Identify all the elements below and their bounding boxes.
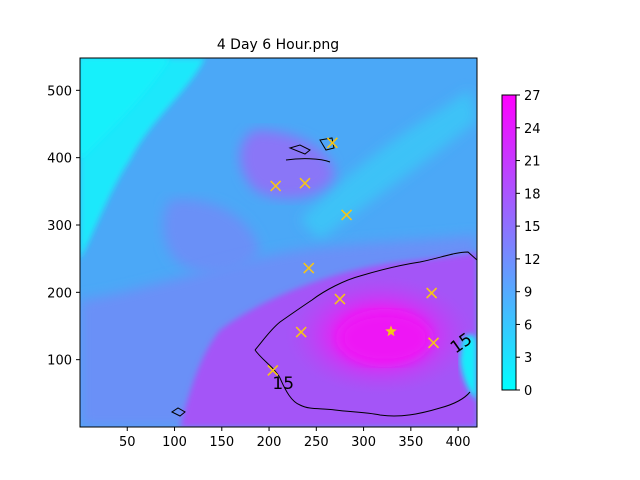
colorbar-gradient — [501, 94, 517, 391]
x-marker-stroke — [303, 262, 315, 274]
x-marker — [427, 337, 440, 349]
colorbar-tick-label: 15 — [524, 220, 541, 235]
star-marker — [385, 325, 397, 337]
colorbar-tick-label: 24 — [524, 122, 541, 137]
x-marker — [326, 137, 338, 149]
colorbar-tick-label: 6 — [524, 318, 532, 333]
x-axis: 50 100 150 200 250 300 350 400 — [119, 427, 471, 450]
x-tick-label: 300 — [351, 435, 376, 450]
colorbar-tick-label: 0 — [524, 384, 532, 399]
x-marker-stroke — [267, 364, 279, 377]
colorbar-tick-label: 12 — [524, 253, 541, 268]
coastline-contours — [171, 137, 477, 417]
colorbar-tick-label: 21 — [524, 155, 541, 170]
chart-title: 4 Day 6 Hour.png — [217, 37, 339, 53]
x-marker — [303, 262, 315, 274]
y-tick-label: 100 — [47, 354, 72, 369]
y-tick-label: 300 — [47, 219, 72, 234]
contour-label: 15 — [272, 374, 294, 394]
x-marker-stroke — [326, 137, 338, 149]
x-marker — [426, 287, 438, 299]
colorbar-tick-label: 18 — [524, 187, 541, 202]
x-marker — [267, 364, 279, 377]
colorbar-tick-label: 9 — [524, 286, 532, 301]
x-marker-stroke — [426, 287, 438, 299]
x-tick-label: 350 — [398, 435, 423, 450]
x-marker-stroke — [295, 326, 307, 338]
x-marker-stroke — [334, 293, 346, 305]
colorbar-tick-label: 27 — [524, 89, 541, 104]
x-marker — [299, 177, 311, 189]
colorbar-ticks: 0 3 6 9 12 15 18 21 24 27 — [516, 89, 541, 399]
x-tick-label: 150 — [209, 435, 234, 450]
x-marker-stroke — [427, 337, 440, 349]
plot-frame — [79, 57, 478, 428]
x-marker-stroke — [299, 177, 311, 189]
heatmap-field — [80, 58, 477, 427]
x-marker — [340, 209, 353, 221]
x-marker — [334, 293, 346, 305]
x-tick-label: 200 — [257, 435, 282, 450]
y-tick-label: 200 — [47, 286, 72, 301]
x-tick-label: 250 — [304, 435, 329, 450]
x-marker-stroke — [340, 209, 353, 221]
x-tick-label: 400 — [446, 435, 471, 450]
markers — [267, 137, 440, 377]
colorbar-tick-label: 3 — [524, 351, 532, 366]
x-marker — [295, 326, 307, 338]
y-tick-label: 400 — [47, 152, 72, 167]
x-tick-label: 50 — [119, 435, 136, 450]
colorbar: 0 3 6 9 12 15 18 21 24 27 — [501, 89, 541, 399]
y-tick-label: 500 — [47, 84, 72, 99]
x-tick-label: 100 — [162, 435, 187, 450]
x-marker-stroke — [270, 180, 282, 192]
x-marker — [270, 180, 282, 192]
y-axis: 100 200 300 400 500 — [47, 84, 80, 369]
